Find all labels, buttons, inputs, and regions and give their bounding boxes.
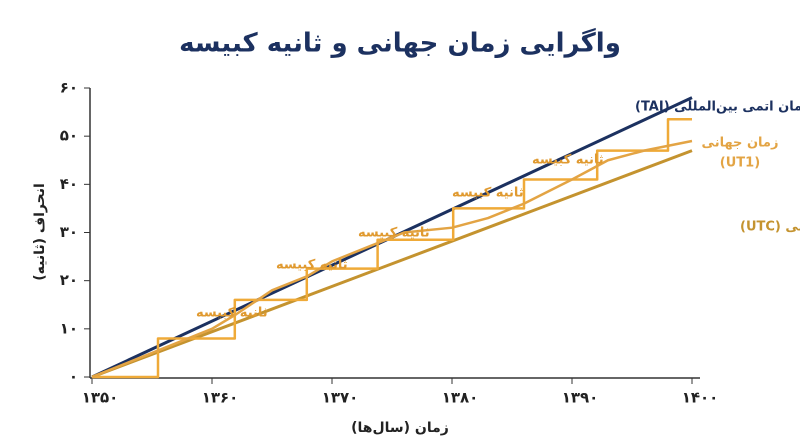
leap-second-label: ثانیه کبیسه [532,153,604,168]
series-line [91,139,693,379]
y-tick-label: ۰ [69,368,78,386]
y-tick-label: ۴۰ [60,175,78,193]
y-axis-label: انحراف (ثانیه) [32,183,48,281]
leap-second-label: ثانیه کبیسه [196,306,268,321]
series-label: (UT1) [720,156,760,171]
x-tick-label: ۱۳۷۰ [322,389,359,407]
series-line [92,118,692,379]
leap-second-label: ثانیه کبیسه [452,186,524,201]
x-tick-label: ۱۳۸۰ [442,389,479,407]
x-tick-label: ۱۳۵۰ [82,389,119,407]
leap-second-label: ثانیه کبیسه [276,258,348,273]
series-label: زمان هماهنگ جهانی (UTC) [740,219,800,235]
y-tick-label: ۳۰ [60,223,78,241]
series-line [91,149,693,379]
y-tick-label: ۶۰ [60,79,78,97]
chart-title: واگرایی زمان جهانی و ثانیه کبیسه [179,28,621,59]
x-tick-label: ۱۴۰۰ [682,389,719,407]
x-tick-label: ۱۳۶۰ [202,389,239,407]
y-tick-label: ۱۰ [60,319,78,337]
x-tick-label: ۱۳۹۰ [562,389,599,407]
series-label: زمان اتمی بین‌المللی (TAI) [635,100,800,115]
leap-second-label: ثانیه کبیسه [358,226,430,241]
y-tick-label: ۲۰ [60,271,78,289]
series-label: زمان جهانی [702,136,779,151]
y-tick-label: ۵۰ [60,127,78,145]
x-axis-label: زمان (سال‌ها) [351,420,449,436]
